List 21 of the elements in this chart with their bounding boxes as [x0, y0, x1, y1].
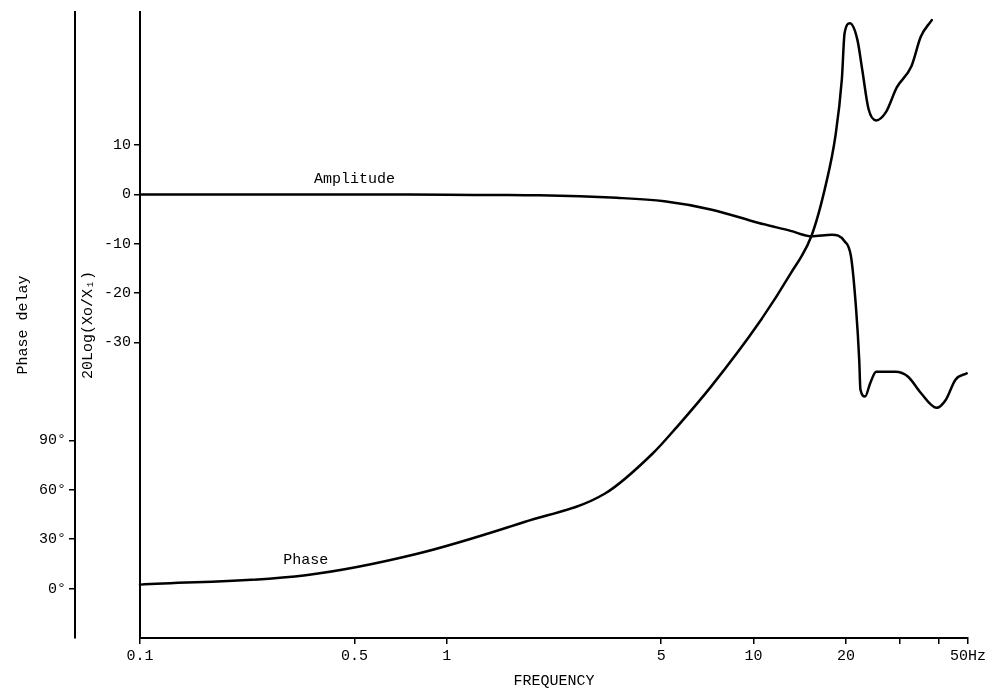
y2-tick-label: 60° [38, 481, 66, 499]
x-tick-label: 50Hz [949, 647, 987, 665]
x-tick-label: 0.5 [340, 647, 368, 665]
y-tick-label: 10 [112, 137, 132, 155]
series-label: Amplitude [313, 170, 395, 188]
y-tick-label: -20 [103, 284, 132, 302]
y2-axis-title: Phase delay [14, 275, 32, 375]
y2-tick-label: 0° [47, 580, 66, 598]
y-tick-label: -10 [103, 235, 132, 253]
y-tick-label: 0 [121, 186, 132, 204]
y2-tick-label: 30° [38, 531, 66, 549]
y-tick-label: -30 [103, 334, 132, 352]
x-tick-label: 20 [836, 647, 855, 665]
x-tick-label: 0.1 [126, 647, 154, 665]
x-axis-title: FREQUENCY [513, 672, 595, 690]
series-label: Phase [283, 551, 329, 569]
y-axis-title: 20Log(Xo/X₁) [79, 270, 97, 380]
y2-tick-label: 90° [38, 432, 66, 450]
x-tick-label: 5 [656, 647, 666, 665]
x-tick-label: 10 [744, 647, 763, 665]
x-tick-label: 1 [442, 647, 452, 665]
